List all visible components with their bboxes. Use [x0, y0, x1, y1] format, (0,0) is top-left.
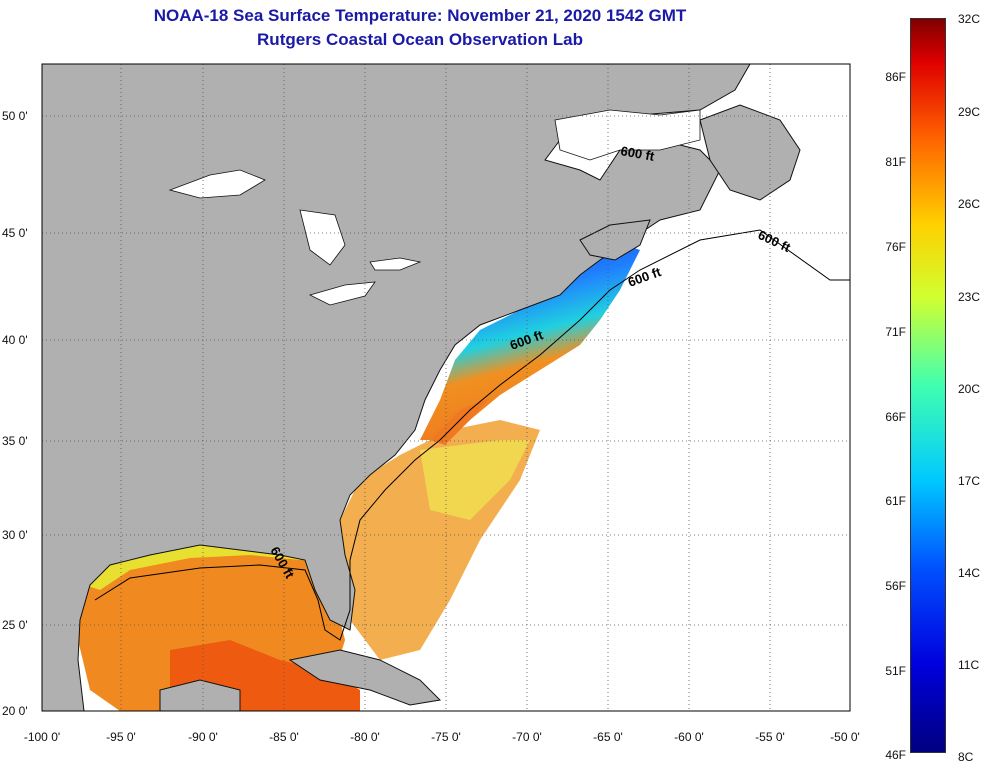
colorbar-c-label: 32C	[958, 12, 981, 26]
colorbar-f-label: 81F	[885, 155, 906, 169]
lon-label: -90 0'	[188, 730, 218, 744]
land-north-america	[42, 64, 751, 711]
lat-label: 20 0'	[2, 704, 28, 718]
lake-erie	[308, 281, 376, 306]
contour-label: 600 ft	[619, 143, 656, 164]
map-title: NOAA-18 Sea Surface Temperature: Novembe…	[153, 6, 687, 25]
colorbar-c-label: 11C	[958, 658, 980, 672]
colorbar-c-label: 8C	[958, 750, 974, 764]
lon-label: -75 0'	[431, 730, 461, 744]
colorbar-f-label: 61F	[885, 494, 906, 508]
colorbar-f-label: 71F	[885, 325, 906, 339]
colorbar-c-label: 17C	[958, 474, 981, 488]
st-lawrence-no-data	[554, 109, 701, 161]
lon-label: -65 0'	[593, 730, 623, 744]
colorbar-f-label: 46F	[885, 748, 906, 762]
colorbar-gradient	[911, 19, 945, 752]
lake-ontario	[369, 257, 422, 271]
colorbar-c-label: 20C	[958, 382, 981, 396]
map-subtitle: Rutgers Coastal Ocean Observation Lab	[257, 30, 583, 49]
colorbar-c-label: 29C	[958, 105, 981, 119]
lat-label: 45 0'	[2, 226, 28, 240]
lat-label: 40 0'	[2, 333, 28, 347]
lon-label: -60 0'	[674, 730, 704, 744]
lon-label: -50 0'	[830, 730, 860, 744]
colorbar-f-label: 56F	[885, 579, 906, 593]
lon-label: -80 0'	[350, 730, 380, 744]
lake-superior	[168, 169, 266, 199]
land-newfoundland	[699, 104, 801, 201]
lat-label: 50 0'	[2, 109, 28, 123]
isobath-600ft	[94, 229, 850, 641]
colorbar-f-label: 66F	[885, 410, 906, 424]
colorbar-c-label: 14C	[958, 566, 981, 580]
northeast-shelf-sst	[420, 245, 640, 440]
lat-label: 35 0'	[2, 434, 28, 448]
land-cuba	[288, 649, 442, 706]
colorbar-c-label: 26C	[958, 197, 981, 211]
lat-label: 25 0'	[2, 618, 28, 632]
lon-label: -55 0'	[755, 730, 785, 744]
land-yucatan	[159, 679, 241, 711]
lon-label: -85 0'	[269, 730, 299, 744]
lon-label: -100 0'	[23, 730, 61, 744]
colorbar-c-label: 23C	[958, 290, 981, 304]
colorbar-f-label: 76F	[885, 240, 906, 254]
lon-label: -70 0'	[512, 730, 542, 744]
lake-huron	[299, 209, 346, 266]
lon-label: -95 0'	[106, 730, 136, 744]
atlantic-yellow-region	[420, 440, 530, 520]
gulf-stream-warm	[430, 398, 490, 445]
colorbar-f-label: 51F	[885, 664, 906, 678]
colorbar	[910, 18, 946, 753]
colorbar-f-label: 86F	[885, 70, 906, 84]
land-nova-scotia	[579, 219, 651, 261]
lat-label: 30 0'	[2, 528, 28, 542]
